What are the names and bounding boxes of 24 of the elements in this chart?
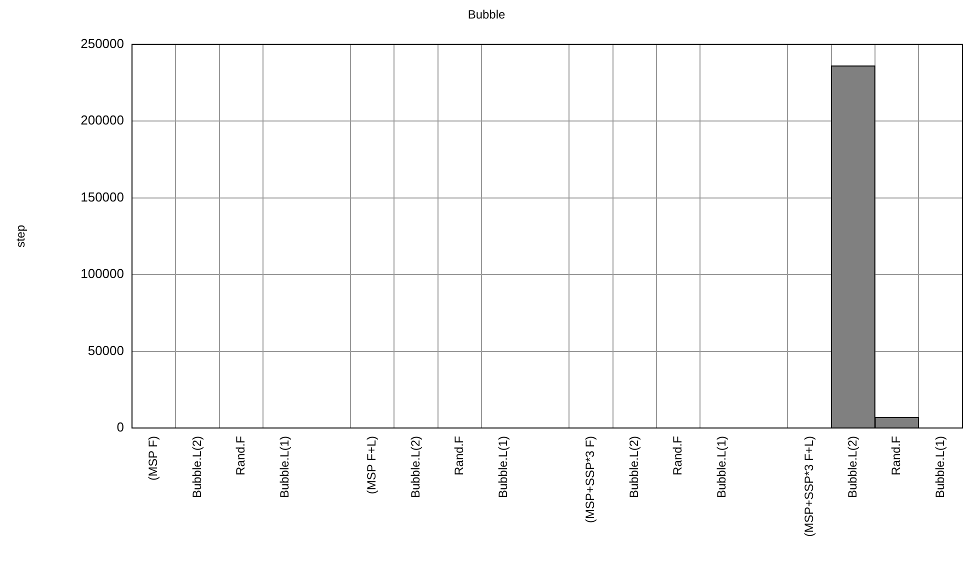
x-tick-label: Bubble.L(2) — [408, 436, 422, 498]
y-axis-title: step — [14, 224, 28, 248]
x-tick-label: Bubble.L(2) — [626, 436, 641, 498]
x-tick-label: Rand.F — [889, 436, 904, 476]
x-tick-label: Rand.F — [234, 436, 248, 476]
x-tick-label: (MSP F) — [146, 436, 160, 480]
x-tick-label: Bubble.L(1) — [932, 436, 947, 498]
y-tick-label: 0 — [116, 420, 124, 435]
x-tick-label: Bubble.L(1) — [277, 436, 292, 498]
x-tick-label: Bubble.L(1) — [714, 436, 728, 498]
y-tick-label: 200000 — [80, 112, 124, 128]
y-tick-label: 150000 — [80, 189, 124, 204]
x-tick-label: (MSP+SSP*3 F+L) — [802, 436, 816, 537]
chart-title: Bubble — [468, 8, 506, 22]
x-tick-label: (MSP F+L) — [364, 436, 379, 494]
x-tick-label: Rand.F — [452, 436, 466, 476]
x-tick-label: Rand.F — [670, 436, 685, 476]
y-tick-label: 50000 — [88, 342, 124, 358]
x-tick-label: Bubble.L(2) — [190, 436, 204, 498]
y-tick-label: 100000 — [80, 266, 124, 282]
x-tick-label: Bubble.L(2) — [845, 436, 860, 498]
x-tick-label: (MSP+SSP*3 F) — [583, 436, 598, 524]
y-tick-label: 250000 — [80, 36, 124, 51]
x-tick-label: Bubble.L(1) — [496, 436, 510, 498]
